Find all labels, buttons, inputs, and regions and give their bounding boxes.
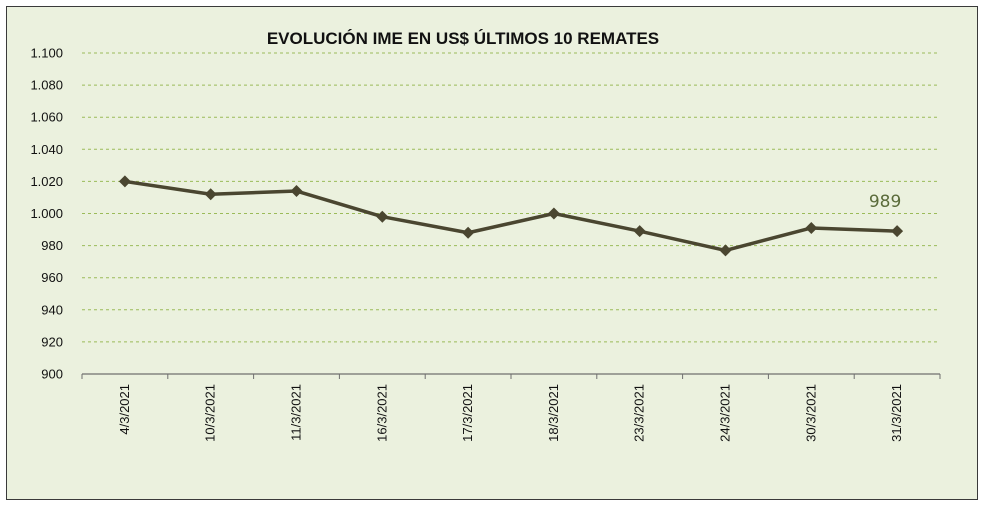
y-tick-label: 960 <box>41 270 63 285</box>
x-tick-label: 31/3/2021 <box>889 384 904 442</box>
y-tick-label: 980 <box>41 238 63 253</box>
x-tick-label: 30/3/2021 <box>803 384 818 442</box>
data-point <box>462 226 475 239</box>
y-axis: 900 920 940 960 980 1.000 1.020 1.040 1.060 1.080… <box>30 46 63 382</box>
x-tick-label: 11/3/2021 <box>289 384 304 441</box>
series-path <box>124 179 898 253</box>
data-point <box>547 207 560 220</box>
data-point <box>376 210 389 223</box>
y-tick-label: 1.100 <box>30 46 63 61</box>
y-tick-label: 1.040 <box>30 142 63 157</box>
data-point <box>719 244 732 257</box>
x-tick-label: 24/3/2021 <box>718 384 733 442</box>
x-tick-label: 16/3/2021 <box>374 384 389 442</box>
series-line <box>118 175 904 257</box>
y-tick-label: 900 <box>41 367 63 382</box>
chart-title: EVOLUCIÓN IME EN US$ ÚLTIMOS 10 REMATES <box>267 29 659 48</box>
data-point <box>118 175 131 188</box>
x-tick-label: 23/3/2021 <box>632 384 647 442</box>
data-point <box>891 225 904 238</box>
chart-frame <box>6 6 978 500</box>
x-axis: 4/3/2021 10/3/2021 11/3/2021 16/3/2021 17/3/… <box>81 373 941 442</box>
y-tick-label: 940 <box>41 302 63 317</box>
gridlines <box>82 52 940 343</box>
data-point <box>633 225 646 238</box>
x-tick-label: 10/3/2021 <box>203 384 218 442</box>
x-tick-label: 4/3/2021 <box>117 384 132 435</box>
data-labels: 989 <box>869 192 901 212</box>
y-tick-label: 1.080 <box>30 78 63 93</box>
y-tick-label: 1.000 <box>30 206 63 221</box>
data-point <box>290 185 303 198</box>
y-tick-label: 920 <box>41 334 63 349</box>
y-tick-label: 1.020 <box>30 174 63 189</box>
data-point <box>204 188 217 201</box>
x-tick-label: 18/3/2021 <box>546 384 561 442</box>
data-point <box>805 221 818 234</box>
data-label: 989 <box>869 192 901 212</box>
y-tick-label: 1.060 <box>30 110 63 125</box>
x-tick-label: 17/3/2021 <box>460 384 475 442</box>
